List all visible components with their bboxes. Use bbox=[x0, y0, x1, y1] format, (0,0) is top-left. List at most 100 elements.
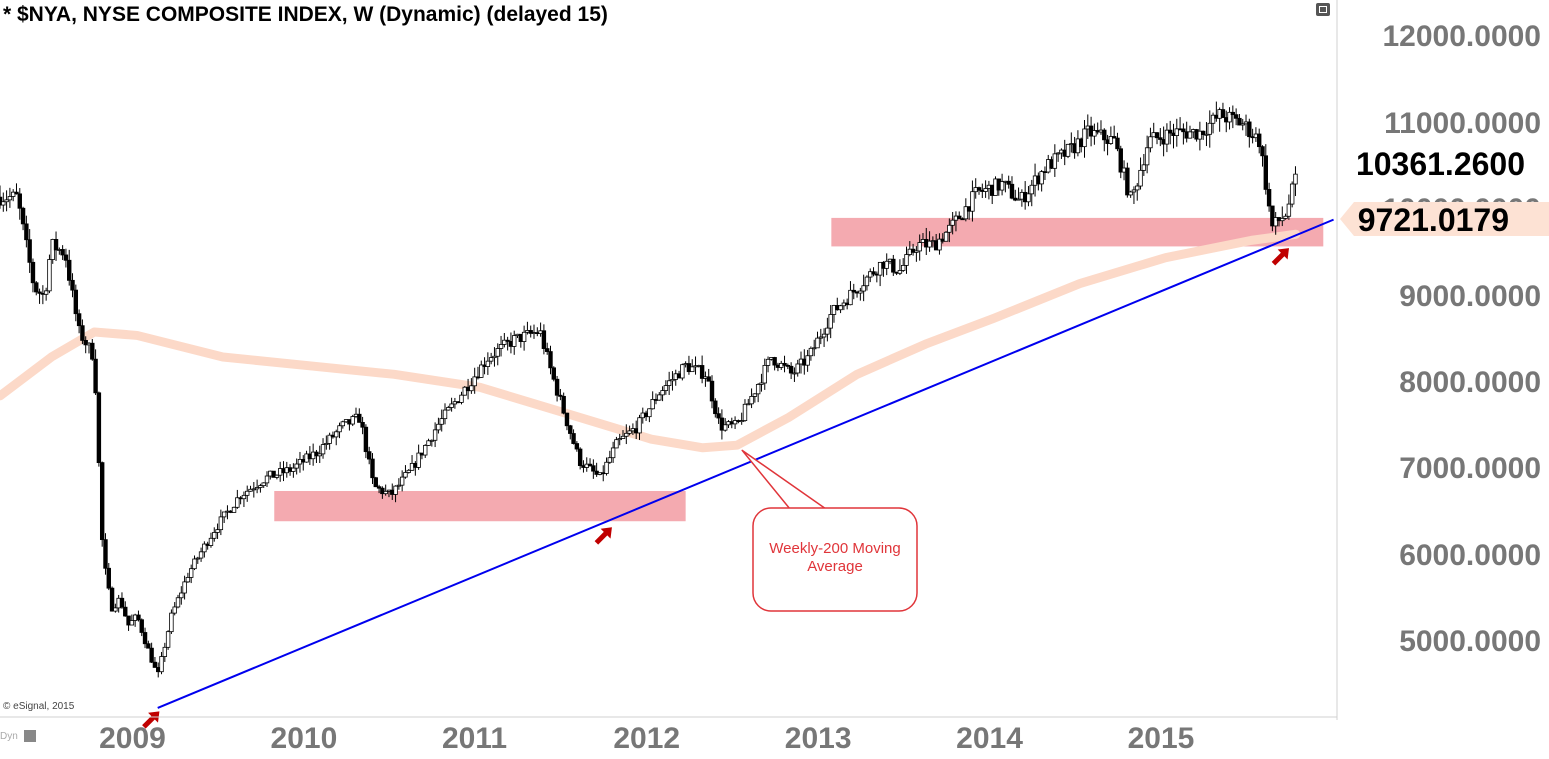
candle-body bbox=[202, 543, 207, 553]
restore-window-icon[interactable] bbox=[1316, 3, 1330, 16]
candle-body bbox=[99, 462, 105, 541]
candle-body bbox=[90, 342, 95, 360]
candle-body bbox=[488, 357, 494, 362]
candle-body bbox=[24, 223, 29, 241]
candle-body bbox=[716, 413, 721, 419]
candle-body bbox=[113, 607, 118, 612]
y-tick-label: 5000.0000 bbox=[1399, 625, 1541, 659]
y-tick-label: 12000.0000 bbox=[1382, 20, 1542, 54]
candle-body bbox=[159, 656, 164, 673]
candle-body bbox=[943, 231, 949, 242]
candle-body bbox=[528, 330, 533, 334]
candle-body bbox=[235, 497, 240, 508]
candle-body bbox=[502, 339, 507, 345]
candle-body bbox=[53, 239, 59, 251]
y-tick-label: 6000.0000 bbox=[1399, 538, 1541, 572]
candle-body bbox=[1065, 143, 1071, 157]
candle-body bbox=[617, 438, 622, 441]
candle-body bbox=[60, 249, 65, 256]
candle-body bbox=[123, 606, 128, 617]
candle-body bbox=[1200, 130, 1206, 135]
candle-body bbox=[291, 467, 296, 472]
candle-body bbox=[4, 199, 9, 203]
candle-body bbox=[947, 224, 952, 233]
candle-body bbox=[1118, 148, 1123, 173]
candle-body bbox=[1263, 155, 1268, 190]
candle-body bbox=[815, 337, 820, 349]
candle-body bbox=[479, 364, 484, 378]
candle-body bbox=[334, 431, 339, 438]
candle-body bbox=[749, 396, 754, 405]
candle-body bbox=[1286, 203, 1292, 217]
candle-body bbox=[548, 351, 553, 369]
candle-body bbox=[67, 259, 72, 281]
candle-body bbox=[690, 366, 695, 373]
candle-body bbox=[577, 448, 583, 466]
copyright-text: © eSignal, 2015 bbox=[3, 701, 75, 712]
candle-body bbox=[795, 363, 800, 374]
candle-body bbox=[739, 420, 744, 423]
candle-body bbox=[713, 400, 718, 415]
last-price-label: 10361.2600 bbox=[1355, 146, 1525, 182]
uptrend-line bbox=[157, 218, 1334, 709]
candle-body bbox=[917, 242, 922, 252]
candle-body bbox=[469, 385, 474, 392]
support-zones bbox=[274, 217, 1324, 522]
candle-body bbox=[521, 331, 527, 342]
candle-body bbox=[848, 289, 853, 306]
callout-box bbox=[752, 507, 918, 612]
candle-body bbox=[742, 403, 748, 422]
candle-body bbox=[1026, 193, 1031, 203]
candle-body bbox=[198, 551, 204, 559]
candle-body bbox=[7, 196, 13, 201]
candle-body bbox=[821, 333, 827, 338]
candle-body bbox=[403, 472, 408, 478]
x-tick-label: 2009 bbox=[99, 722, 166, 755]
candle-body bbox=[871, 271, 876, 275]
candle-body bbox=[261, 482, 266, 487]
x-tick-label: 2011 bbox=[441, 722, 508, 755]
arrow-markers bbox=[142, 248, 1290, 729]
candle-body bbox=[587, 463, 593, 467]
candle-body bbox=[416, 452, 421, 468]
candle-body bbox=[604, 461, 609, 474]
dynamic-mode-icon[interactable] bbox=[24, 730, 36, 742]
candle-body bbox=[999, 181, 1005, 191]
candle-body bbox=[30, 261, 36, 284]
candle-body bbox=[663, 385, 669, 391]
candle-body bbox=[383, 490, 388, 495]
candle-body bbox=[271, 470, 276, 478]
candle-body bbox=[1039, 171, 1044, 185]
candle-body bbox=[541, 330, 547, 349]
candle-body bbox=[1293, 173, 1298, 185]
candle-body bbox=[149, 647, 154, 663]
candle-body bbox=[373, 477, 378, 488]
candle-body bbox=[1131, 189, 1137, 193]
candle-body bbox=[957, 215, 962, 220]
candle-body bbox=[838, 305, 843, 311]
candle-body bbox=[963, 206, 969, 220]
candle-body bbox=[93, 358, 98, 394]
candle-body bbox=[485, 360, 491, 367]
y-tick-label: 11000.0000 bbox=[1384, 106, 1541, 140]
x-tick-label: 2010 bbox=[270, 722, 338, 755]
candle-body bbox=[185, 577, 191, 583]
y-tick-label: 9000.0000 bbox=[1399, 279, 1541, 313]
candle-body bbox=[851, 289, 856, 293]
candle-body bbox=[637, 417, 642, 434]
candle-body bbox=[1092, 130, 1097, 137]
candle-body bbox=[274, 474, 280, 478]
candle-body bbox=[1266, 189, 1272, 207]
candle-body bbox=[983, 188, 988, 192]
candle-body bbox=[512, 335, 517, 347]
candle-body bbox=[1233, 114, 1239, 119]
candle-body bbox=[376, 486, 382, 489]
candle-body bbox=[1289, 183, 1295, 205]
candle-body bbox=[1181, 128, 1186, 133]
candle-body bbox=[10, 191, 16, 197]
candle-body bbox=[976, 187, 982, 191]
arrow-marker bbox=[594, 527, 612, 545]
candle-body bbox=[162, 646, 168, 657]
candle-body bbox=[423, 445, 428, 456]
